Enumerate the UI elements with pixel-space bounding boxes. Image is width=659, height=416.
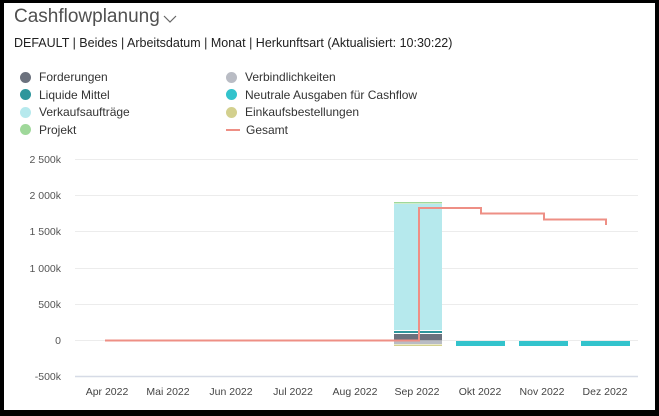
svg-text:-500k: -500k (35, 371, 62, 383)
legend-item-neutrale-ausgaben[interactable]: Neutrale Ausgaben für Cashflow (226, 87, 456, 104)
legend-dot-icon (20, 106, 31, 118)
svg-text:500k: 500k (38, 299, 62, 311)
legend-dot-icon (20, 89, 31, 101)
svg-text:Nov 2022: Nov 2022 (520, 386, 565, 398)
chevron-down-icon[interactable] (163, 14, 177, 24)
legend-dot-icon (20, 71, 31, 83)
legend-label: Gesamt (246, 122, 289, 137)
svg-text:0: 0 (55, 335, 61, 347)
legend-line-icon (226, 128, 240, 131)
legend-item-liquide-mittel[interactable]: Liquide Mittel (20, 87, 226, 104)
legend-label: Verbindlichkeiten (245, 70, 336, 85)
bar-okt-2022-neutrale-ausgaben[interactable] (456, 341, 505, 346)
svg-text:Aug 2022: Aug 2022 (333, 386, 378, 398)
x-axis-labels: Apr 2022 Mai 2022 Jun 2022 Jul 2022 Aug … (86, 386, 628, 398)
legend-label: Verkaufsaufträge (39, 105, 130, 120)
legend-label: Neutrale Ausgaben für Cashflow (245, 87, 418, 102)
bar-segment-projekt (394, 202, 442, 204)
legend-dot-icon (226, 71, 237, 83)
chart-filter-summary: DEFAULT | Beides | Arbeitsdatum | Monat … (14, 36, 453, 50)
legend-item-verbindlichkeiten[interactable]: Verbindlichkeiten (226, 69, 456, 86)
legend-dot-icon (226, 89, 237, 101)
y-axis-labels: 2 500k 2 000k 1 500k 1 000k 500k 0 -500k (29, 154, 61, 383)
svg-text:Sep 2022: Sep 2022 (395, 386, 440, 398)
legend-item-forderungen[interactable]: Forderungen (20, 69, 226, 86)
bar-nov-2022-neutrale-ausgaben[interactable] (519, 341, 568, 346)
legend-label: Einkaufsbestellungen (245, 105, 360, 120)
svg-text:Dez 2022: Dez 2022 (583, 386, 628, 398)
legend-item-verkaufsauftraege[interactable]: Verkaufsaufträge (20, 104, 226, 121)
legend-item-gesamt[interactable]: Gesamt (226, 122, 456, 139)
svg-text:2 500k: 2 500k (29, 154, 61, 166)
bar-dez-2022-neutrale-ausgaben[interactable] (581, 341, 630, 346)
bar-segment-verbindlichkeiten (394, 341, 442, 344)
legend-dot-icon (20, 124, 31, 136)
legend-label: Projekt (39, 122, 77, 137)
chart-title: Cashflowplanung (14, 6, 160, 27)
svg-text:Jun 2022: Jun 2022 (209, 386, 252, 398)
svg-text:Mai 2022: Mai 2022 (146, 386, 189, 398)
chart-title-menu[interactable]: Cashflowplanung (14, 6, 177, 28)
svg-text:Apr 2022: Apr 2022 (86, 386, 129, 398)
legend-item-projekt[interactable]: Projekt (20, 122, 226, 139)
legend-label: Forderungen (39, 70, 108, 85)
gesamt-line[interactable] (105, 207, 607, 342)
legend-item-einkaufsbestellungen[interactable]: Einkaufsbestellungen (226, 104, 456, 121)
svg-text:Jul 2022: Jul 2022 (273, 386, 313, 398)
legend-dot-icon (226, 106, 237, 118)
svg-text:Okt 2022: Okt 2022 (459, 386, 502, 398)
svg-text:1 000k: 1 000k (29, 263, 61, 275)
gridlines (75, 159, 638, 341)
chart-legend: Forderungen Verbindlichkeiten Liquide Mi… (20, 69, 460, 138)
svg-text:2 000k: 2 000k (29, 190, 61, 202)
svg-text:1 500k: 1 500k (29, 226, 61, 238)
bar-segment-einkaufsbestellungen (394, 344, 442, 346)
legend-label: Liquide Mittel (39, 87, 110, 102)
